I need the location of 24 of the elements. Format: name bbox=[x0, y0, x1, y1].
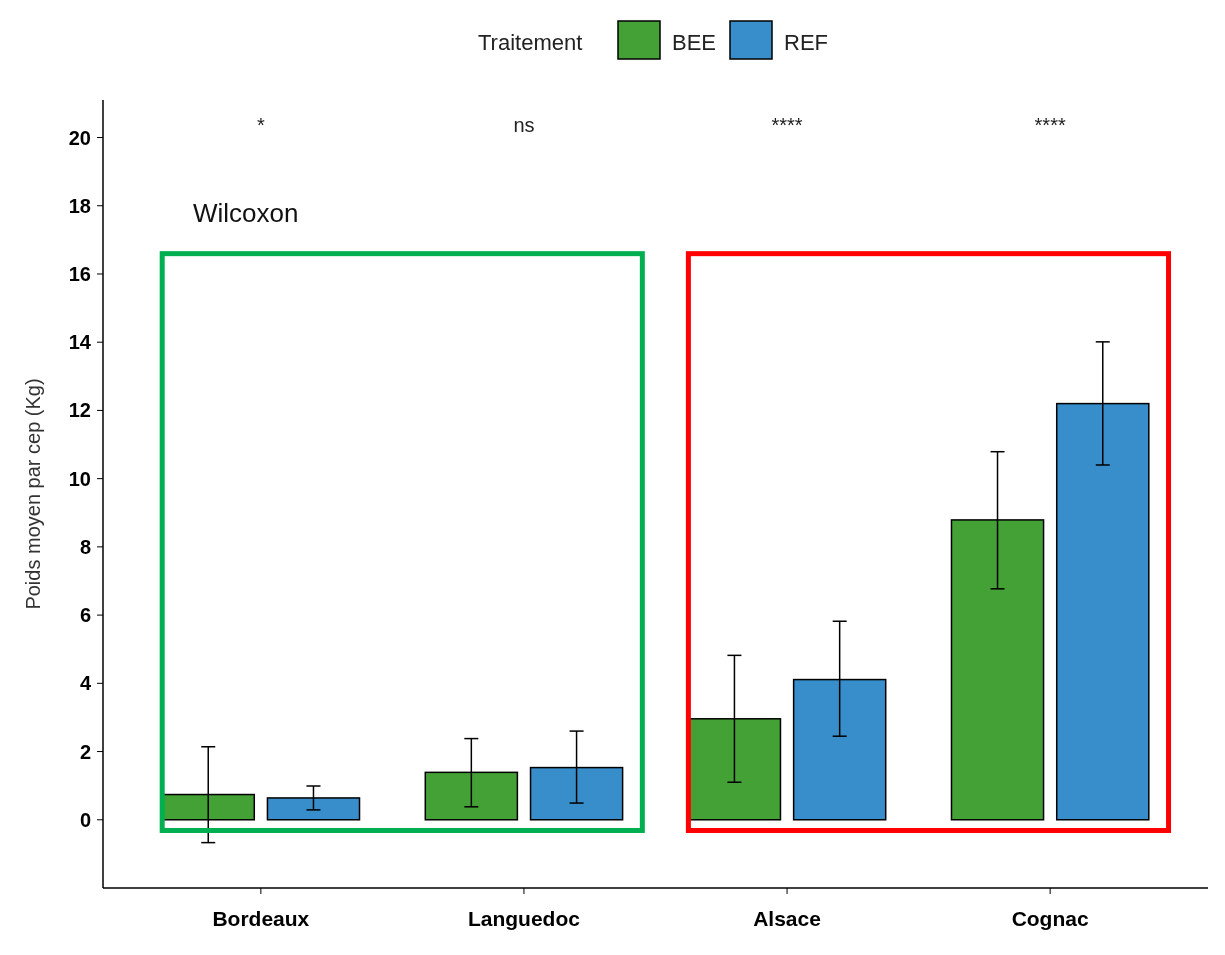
annotation: **** bbox=[1034, 114, 1066, 136]
legend-label: REF bbox=[784, 30, 828, 55]
y-tick-label: 8 bbox=[79, 535, 91, 558]
annotation: * bbox=[256, 114, 265, 136]
annotation: ns bbox=[513, 114, 535, 136]
y-tick-label: 4 bbox=[79, 672, 92, 695]
y-tick-label: 0 bbox=[79, 808, 91, 831]
x-tick-label: Cognac bbox=[1011, 907, 1089, 930]
legend-label: BEE bbox=[672, 30, 717, 55]
legend-title: Traitement bbox=[478, 30, 583, 55]
y-tick-label: 2 bbox=[79, 740, 91, 763]
y-tick-label: 12 bbox=[68, 399, 91, 422]
y-axis-title: Poids moyen par cep (Kg) bbox=[22, 378, 44, 610]
y-tick-label: 6 bbox=[79, 604, 91, 627]
annotation: **** bbox=[771, 114, 803, 136]
annotation: Wilcoxon bbox=[193, 198, 299, 228]
y-tick-label: 18 bbox=[68, 194, 91, 217]
x-tick-label: Alsace bbox=[753, 907, 821, 930]
x-tick-label: Languedoc bbox=[467, 907, 581, 930]
y-tick-label: 16 bbox=[68, 262, 91, 285]
y-tick-label: 10 bbox=[68, 467, 91, 490]
y-tick-label: 20 bbox=[68, 126, 91, 149]
y-tick-label: 14 bbox=[68, 331, 92, 354]
x-tick-label: Bordeaux bbox=[212, 907, 310, 930]
